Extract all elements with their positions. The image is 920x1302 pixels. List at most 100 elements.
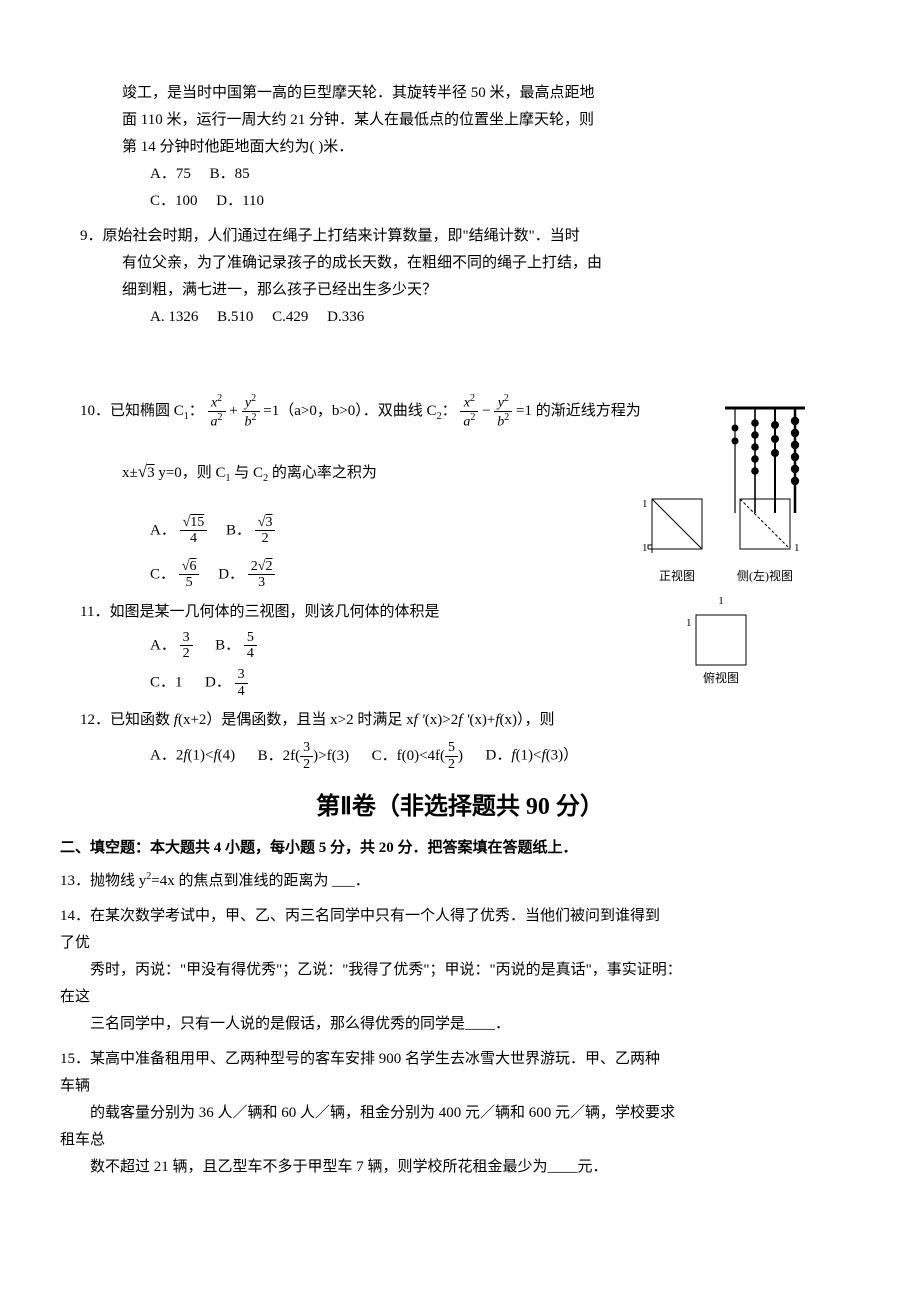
- q11-opt-c: C．1: [150, 675, 183, 691]
- question-8-continuation: 竣工，是当时中国第一高的巨型摩天轮．其旋转半径 50 米，最高点距地 面 110…: [60, 80, 860, 215]
- q10-opt-c-frac: √65: [179, 559, 200, 591]
- q15-l2: 的载客量分别为 36 人／辆和 60 人／辆，租金分别为 400 元／辆和 60…: [60, 1100, 860, 1127]
- section-2-title: 第Ⅱ卷（非选择题共 90 分）: [60, 786, 860, 829]
- q10-l2c: 与 C: [231, 465, 264, 481]
- q14-l1b: 了优: [60, 930, 860, 957]
- q10-num: 10．: [80, 403, 110, 419]
- q10-eq1-colon2: ：: [442, 403, 457, 419]
- q13-t2: =4x 的焦点到准线的距离为: [151, 873, 332, 889]
- q10-eq2-rhs: =1 的渐近线方程为: [516, 403, 641, 419]
- q8-opt-b: B．85: [210, 166, 250, 182]
- q10-l2a: x±: [122, 465, 138, 481]
- q12-t2: (x+2）是偶函数，且当 x>2 时满足 x: [178, 712, 414, 728]
- q9-opt-b: B.510: [217, 309, 253, 325]
- section-2-heading: 二、填空题：本大题共 4 小题，每小题 5 分，共 20 分．把答案填在答题纸上…: [60, 835, 860, 862]
- q11-text: 如图是某一几何体的三视图，则该几何体的体积是: [109, 604, 439, 620]
- q9-options: A. 1326 B.510 C.429 D.336: [60, 304, 860, 331]
- q10-text1: 已知椭圆 C: [110, 403, 184, 419]
- q12-line1: 12．已知函数 f(x+2）是偶函数，且当 x>2 时满足 xf '(x)>2f…: [60, 707, 860, 734]
- question-14: 14．在某次数学考试中，甲、乙、丙三名同学中只有一个人得了优秀．当他们被问到谁得…: [60, 903, 860, 1038]
- q13-t1: 抛物线 y: [90, 873, 146, 889]
- q11-opt-b-frac: 54: [244, 630, 257, 662]
- q12-t3: (x)>2: [425, 712, 458, 728]
- q14-l1: 14．在某次数学考试中，甲、乙、丙三名同学中只有一个人得了优秀．当他们被问到谁得…: [60, 903, 860, 930]
- q11-opt-d-label: D．: [205, 675, 231, 691]
- q10-opt-d-frac: 2√23: [248, 559, 276, 591]
- q8-options-2: C．100 D．110: [60, 188, 860, 215]
- question-13: 13．抛物线 y2=4x 的焦点到准线的距离为 ___．: [60, 868, 860, 895]
- side-view-label: 侧(左)视图: [730, 566, 800, 588]
- q11-opt-a-label: A．: [150, 637, 176, 653]
- q9-opt-d: D.336: [327, 309, 364, 325]
- q8-options: A．75 B．85: [60, 161, 860, 188]
- front-view: 1 1 正视图: [642, 489, 712, 588]
- q12-opt-a: A．2f(1)<f(4): [150, 748, 235, 764]
- q12-t1: 已知函数: [110, 712, 174, 728]
- question-9: 9．原始社会时期，人们通过在绳子上打结来计算数量，即"结绳计数"．当时 有位父亲…: [60, 223, 860, 331]
- q9-num: 9．: [80, 228, 103, 244]
- q12-num: 12．: [80, 712, 110, 728]
- q10-l2b: y=0，则 C: [155, 465, 226, 481]
- q10-frac1: x2a2: [208, 393, 226, 430]
- top-view-label: 俯视图: [642, 668, 800, 690]
- q15-l2b: 租车总: [60, 1127, 860, 1154]
- q10-l2-sqrt: 3: [147, 465, 155, 481]
- q12-t4: (x)+: [469, 712, 495, 728]
- q8-line2: 面 110 米，运行一周大约 21 分钟．某人在最低点的位置坐上摩天轮，则: [60, 107, 860, 134]
- q12-opt-b: B．2f(32)>f(3): [258, 748, 349, 764]
- q9-opt-c: C.429: [272, 309, 308, 325]
- q11-num: 11．: [80, 604, 109, 620]
- q10-opt-b-label: B．: [226, 522, 251, 538]
- q15-l1: 15．某高中准备租用甲、乙两种型号的客车安排 900 名学生去冰雪大世界游玩．甲…: [60, 1046, 860, 1073]
- q15-l1b: 车辆: [60, 1073, 860, 1100]
- q9-line3: 细到粗，满七进一，那么孩子已经出生多少天？: [122, 282, 437, 298]
- q9-line2: 有位父亲，为了准确记录孩子的成长天数，在粗细不同的绳子上打结，由: [122, 255, 602, 271]
- q8-line3: 第 14 分钟时他距地面大约为( )米．: [60, 134, 860, 161]
- side-view: 1 侧(左)视图: [730, 489, 800, 588]
- q8-opt-d: D．110: [216, 193, 264, 209]
- q15-l3: 数不超过 21 辆，且乙型车不多于甲型车 7 辆，则学校所花租金最少为____元…: [60, 1154, 860, 1181]
- q10-opt-a-label: A．: [150, 522, 176, 538]
- question-12: 12．已知函数 f(x+2）是偶函数，且当 x>2 时满足 xf '(x)>2f…: [60, 707, 860, 772]
- three-view-diagram: 1 1 正视图 1 侧(左)视图 1 1 俯视图: [642, 489, 800, 690]
- svg-text:1: 1: [686, 617, 692, 629]
- q12-t5: (x)），则: [499, 712, 554, 728]
- q12-opt-d: D．f(1)<f(3)）: [486, 748, 579, 764]
- q13-t3: ．: [355, 873, 370, 889]
- front-view-label: 正视图: [642, 566, 712, 588]
- q14-l3: 三名同学中，只有一人说的是假话，那么得优秀的同学是____．: [60, 1011, 860, 1038]
- q12-opt-c: C．f(0)<4f(52): [372, 748, 463, 764]
- svg-text:1: 1: [642, 542, 648, 554]
- question-15: 15．某高中准备租用甲、乙两种型号的客车安排 900 名学生去冰雪大世界游玩．甲…: [60, 1046, 860, 1181]
- q11-opt-b-label: B．: [215, 637, 240, 653]
- q10-opt-b-frac: √32: [255, 515, 276, 547]
- q13-num: 13．: [60, 873, 90, 889]
- q9-opt-a: A. 1326: [150, 309, 198, 325]
- q11-opt-d-frac: 34: [235, 667, 248, 699]
- q9-body: 9．原始社会时期，人们通过在绳子上打结来计算数量，即"结绳计数"．当时 有位父亲…: [60, 223, 860, 304]
- q14-l2: 秀时，丙说："甲没有得优秀"；乙说："我得了优秀"；甲说："丙说的是真话"，事实…: [60, 957, 860, 984]
- q9-line1: 原始社会时期，人们通过在绳子上打结来计算数量，即"结绳计数"．当时: [103, 228, 580, 244]
- q8-opt-c: C．100: [150, 193, 198, 209]
- svg-text:1: 1: [794, 542, 800, 554]
- q10-frac3: x2a2: [460, 393, 478, 430]
- q8-opt-a: A．75: [150, 166, 191, 182]
- question-11: 11．如图是某一几何体的三视图，则该几何体的体积是 A． 32 B． 54 C．…: [60, 599, 860, 700]
- q10-colon: ：: [189, 403, 204, 419]
- q12-fp1: f ': [414, 712, 425, 728]
- q12-options: A．2f(1)<f(4) B．2f(32)>f(3) C．f(0)<4f(52)…: [60, 740, 860, 772]
- q10-l2d: 的离心率之积为: [268, 465, 377, 481]
- svg-text:1: 1: [642, 498, 648, 510]
- q10-eq1-rhs: =1（a>0，b>0）．双曲线 C: [263, 403, 436, 419]
- q14-l2b: 在这: [60, 984, 860, 1011]
- q10-opt-d-label: D．: [218, 566, 244, 582]
- q8-line1: 竣工，是当时中国第一高的巨型摩天轮．其旋转半径 50 米，最高点距地: [60, 80, 860, 107]
- q10-opt-a-frac: √154: [180, 515, 208, 547]
- top-view: 1 1 俯视图: [642, 592, 800, 689]
- q13-blank: ___: [332, 873, 355, 889]
- q12-fp2: f ': [458, 712, 469, 728]
- q10-frac2: y2b2: [242, 393, 260, 430]
- q10-opt-c-label: C．: [150, 566, 175, 582]
- q10-frac4: y2b2: [494, 393, 512, 430]
- q11-opt-a-frac: 32: [180, 630, 193, 662]
